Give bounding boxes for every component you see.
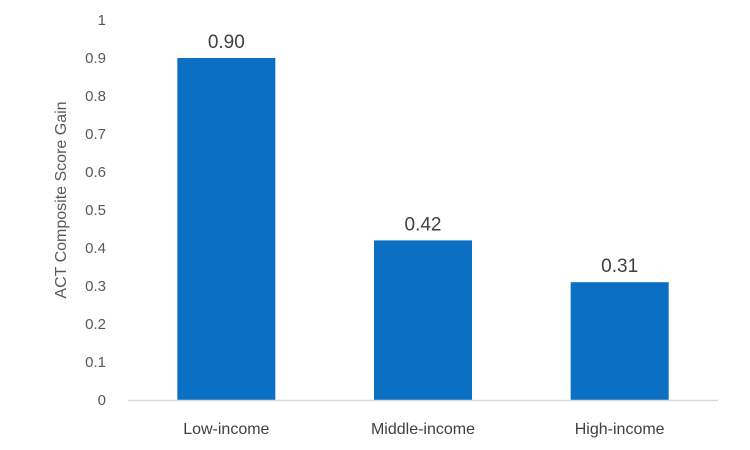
y-tick-label: 0.9 [85,50,106,67]
y-axis-ticks: 0 0.1 0.2 0.3 0.4 0.5 0.6 0.7 0.8 0.9 1 [85,12,106,409]
data-label: 0.31 [601,256,638,277]
x-tick-label: Middle-income [371,421,475,438]
bar-middle-income [374,240,472,400]
bars [177,58,669,400]
y-tick-label: 0.2 [85,316,106,333]
y-tick-label: 0.3 [85,278,106,295]
x-tick-label: High-income [575,421,665,438]
x-tick-label: Low-income [183,421,269,438]
y-tick-label: 0.4 [85,240,106,257]
bar-low-income [177,58,276,400]
data-label: 0.42 [405,214,442,235]
y-tick-label: 0 [98,392,106,409]
bar-high-income [570,282,669,400]
y-tick-label: 0.1 [85,354,106,371]
y-axis-label: ACT Composite Score Gain [53,101,70,298]
y-tick-label: 0.7 [85,126,106,143]
y-tick-label: 0.6 [85,164,106,181]
data-labels: 0.90 0.42 0.31 [208,32,638,277]
x-axis-ticks: Low-income Middle-income High-income [183,421,664,438]
y-tick-label: 1 [98,12,106,29]
y-tick-label: 0.5 [85,202,106,219]
data-label: 0.90 [208,32,245,53]
y-tick-label: 0.8 [85,88,106,105]
